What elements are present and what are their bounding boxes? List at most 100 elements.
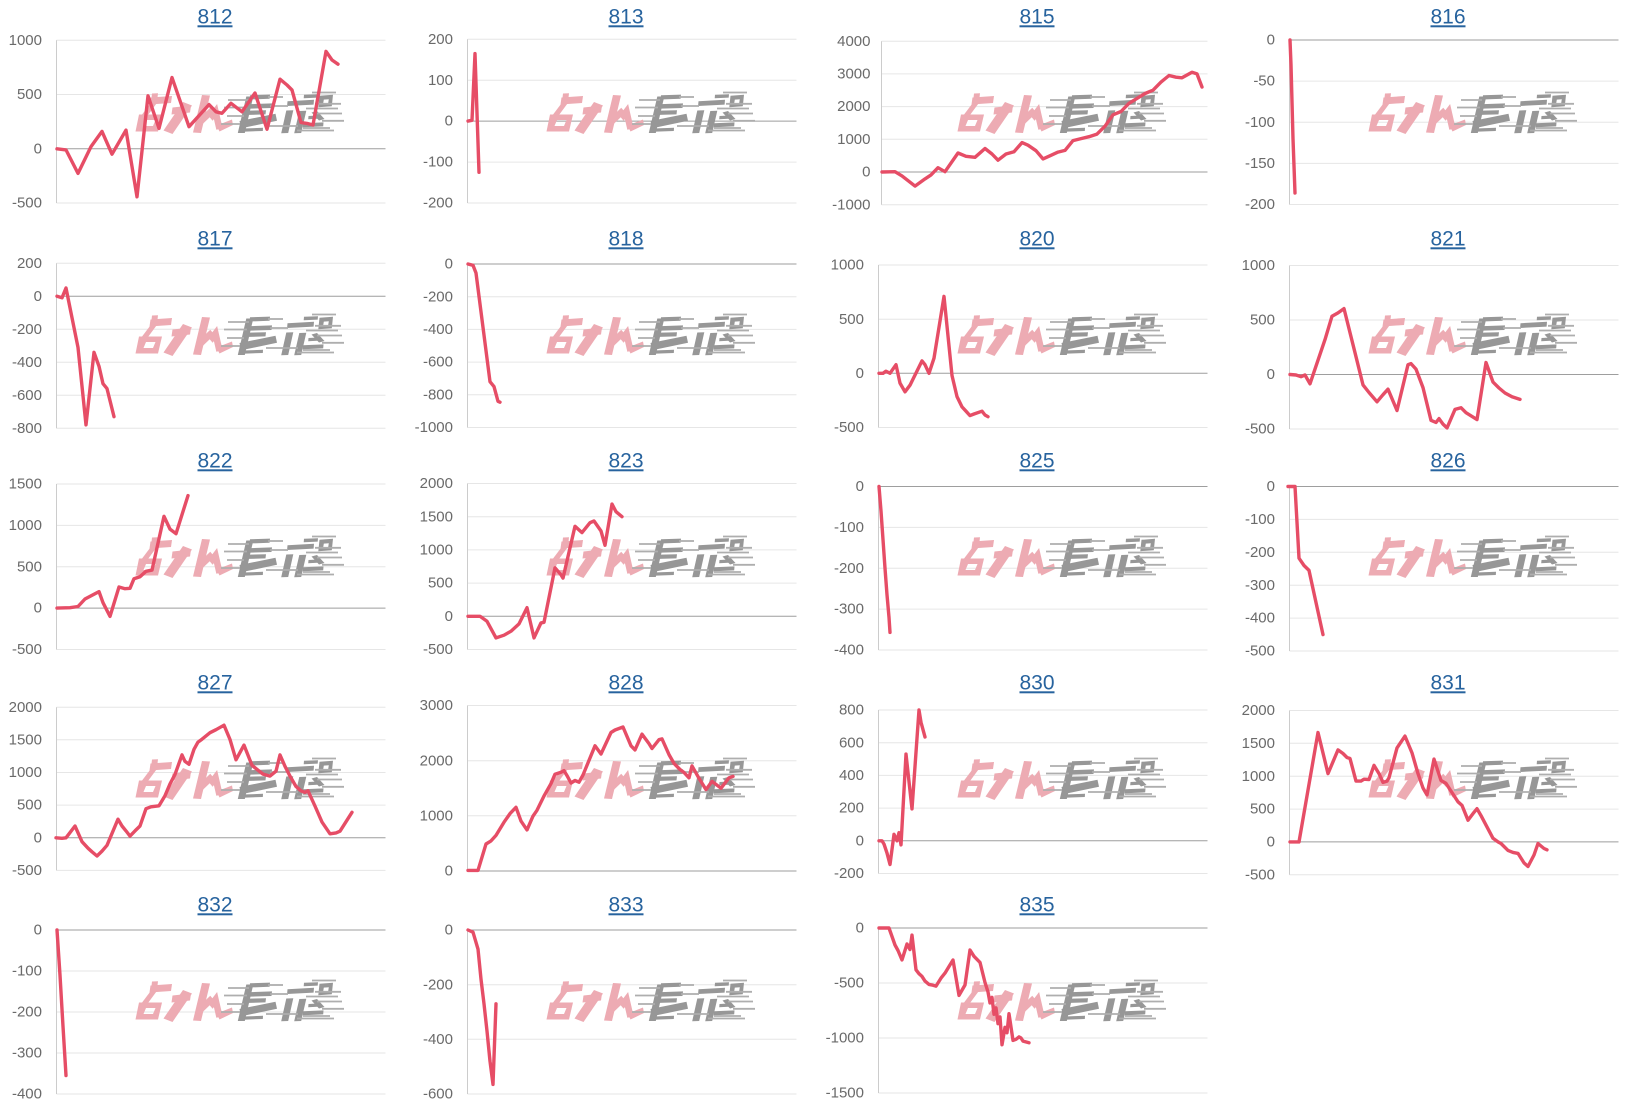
svg-text:831: 831	[1430, 672, 1465, 695]
svg-text:1500: 1500	[420, 508, 453, 525]
svg-text:1000: 1000	[9, 764, 42, 781]
svg-text:0: 0	[445, 863, 453, 880]
svg-text:0: 0	[445, 922, 453, 939]
svg-text:2000: 2000	[1242, 702, 1275, 719]
svg-text:813: 813	[608, 6, 643, 29]
svg-text:-50: -50	[1253, 73, 1275, 90]
svg-text:500: 500	[17, 558, 42, 575]
svg-text:0: 0	[34, 829, 42, 846]
svg-text:200: 200	[839, 800, 864, 817]
svg-text:812: 812	[197, 6, 232, 29]
svg-text:-600: -600	[423, 1086, 453, 1103]
svg-text:-800: -800	[12, 420, 42, 437]
svg-text:815: 815	[1019, 6, 1054, 29]
svg-text:-800: -800	[423, 386, 453, 403]
svg-text:-1000: -1000	[826, 1030, 864, 1047]
svg-text:835: 835	[1019, 894, 1054, 917]
svg-text:832: 832	[197, 894, 232, 917]
svg-text:800: 800	[839, 702, 864, 719]
svg-text:-100: -100	[834, 519, 864, 536]
svg-text:-500: -500	[12, 641, 42, 658]
svg-text:-500: -500	[12, 195, 42, 212]
svg-text:-1000: -1000	[415, 419, 453, 436]
svg-text:825: 825	[1019, 450, 1054, 473]
svg-text:-200: -200	[12, 321, 42, 338]
svg-text:-150: -150	[1245, 155, 1275, 172]
svg-text:-300: -300	[12, 1045, 42, 1062]
svg-text:1000: 1000	[420, 807, 453, 824]
svg-text:500: 500	[1250, 312, 1275, 329]
svg-text:0: 0	[445, 608, 453, 625]
svg-text:1000: 1000	[837, 131, 870, 148]
svg-text:-500: -500	[1245, 421, 1275, 438]
svg-text:-500: -500	[834, 975, 864, 992]
svg-text:-400: -400	[834, 642, 864, 659]
svg-text:0: 0	[34, 600, 42, 617]
svg-text:-600: -600	[12, 387, 42, 404]
svg-text:-100: -100	[1245, 114, 1275, 131]
svg-text:2000: 2000	[837, 98, 870, 115]
svg-text:-100: -100	[12, 963, 42, 980]
svg-text:200: 200	[17, 255, 42, 272]
svg-text:0: 0	[856, 478, 864, 495]
svg-text:1000: 1000	[9, 517, 42, 534]
svg-text:817: 817	[197, 228, 232, 251]
svg-text:500: 500	[839, 311, 864, 328]
svg-text:830: 830	[1019, 672, 1054, 695]
svg-text:-200: -200	[12, 1004, 42, 1021]
svg-text:-200: -200	[423, 288, 453, 305]
svg-text:0: 0	[1267, 834, 1275, 851]
svg-text:1500: 1500	[9, 476, 42, 493]
svg-text:0: 0	[1267, 366, 1275, 383]
svg-text:1000: 1000	[1242, 257, 1275, 274]
svg-text:500: 500	[17, 797, 42, 814]
svg-text:-400: -400	[423, 321, 453, 338]
svg-text:0: 0	[1267, 478, 1275, 495]
svg-text:0: 0	[856, 920, 864, 937]
svg-text:1000: 1000	[831, 257, 864, 274]
svg-text:1500: 1500	[9, 731, 42, 748]
svg-text:816: 816	[1430, 6, 1465, 29]
svg-text:1000: 1000	[9, 32, 42, 49]
svg-text:1500: 1500	[1242, 735, 1275, 752]
svg-text:-100: -100	[1245, 511, 1275, 528]
svg-text:3000: 3000	[837, 66, 870, 83]
svg-text:-200: -200	[834, 560, 864, 577]
svg-text:822: 822	[197, 450, 232, 473]
svg-text:-200: -200	[1245, 544, 1275, 561]
svg-text:-500: -500	[1245, 643, 1275, 660]
svg-text:-500: -500	[12, 862, 42, 879]
svg-text:-400: -400	[12, 1086, 42, 1103]
svg-text:821: 821	[1430, 228, 1465, 251]
svg-text:100: 100	[428, 72, 453, 89]
svg-text:818: 818	[608, 228, 643, 251]
svg-text:-1000: -1000	[832, 196, 870, 213]
svg-text:0: 0	[34, 140, 42, 157]
svg-text:0: 0	[856, 832, 864, 849]
svg-text:0: 0	[1267, 32, 1275, 49]
svg-text:-500: -500	[834, 419, 864, 436]
svg-text:-200: -200	[834, 865, 864, 882]
svg-text:833: 833	[608, 894, 643, 917]
svg-text:-500: -500	[1245, 866, 1275, 883]
svg-text:400: 400	[839, 767, 864, 784]
svg-text:-300: -300	[1245, 577, 1275, 594]
svg-text:-200: -200	[1245, 196, 1275, 213]
svg-text:200: 200	[428, 31, 453, 48]
svg-text:826: 826	[1430, 450, 1465, 473]
svg-text:4000: 4000	[837, 33, 870, 50]
svg-text:-600: -600	[423, 354, 453, 371]
svg-text:2000: 2000	[420, 475, 453, 492]
svg-text:600: 600	[839, 734, 864, 751]
svg-text:-200: -200	[423, 195, 453, 212]
svg-text:-1500: -1500	[826, 1085, 864, 1102]
svg-text:-500: -500	[423, 641, 453, 658]
svg-text:0: 0	[34, 922, 42, 939]
svg-text:828: 828	[608, 672, 643, 695]
svg-text:0: 0	[34, 288, 42, 305]
svg-text:0: 0	[445, 113, 453, 130]
svg-text:0: 0	[862, 164, 870, 181]
svg-text:3000: 3000	[420, 697, 453, 714]
svg-text:2000: 2000	[420, 752, 453, 769]
svg-text:500: 500	[1250, 801, 1275, 818]
